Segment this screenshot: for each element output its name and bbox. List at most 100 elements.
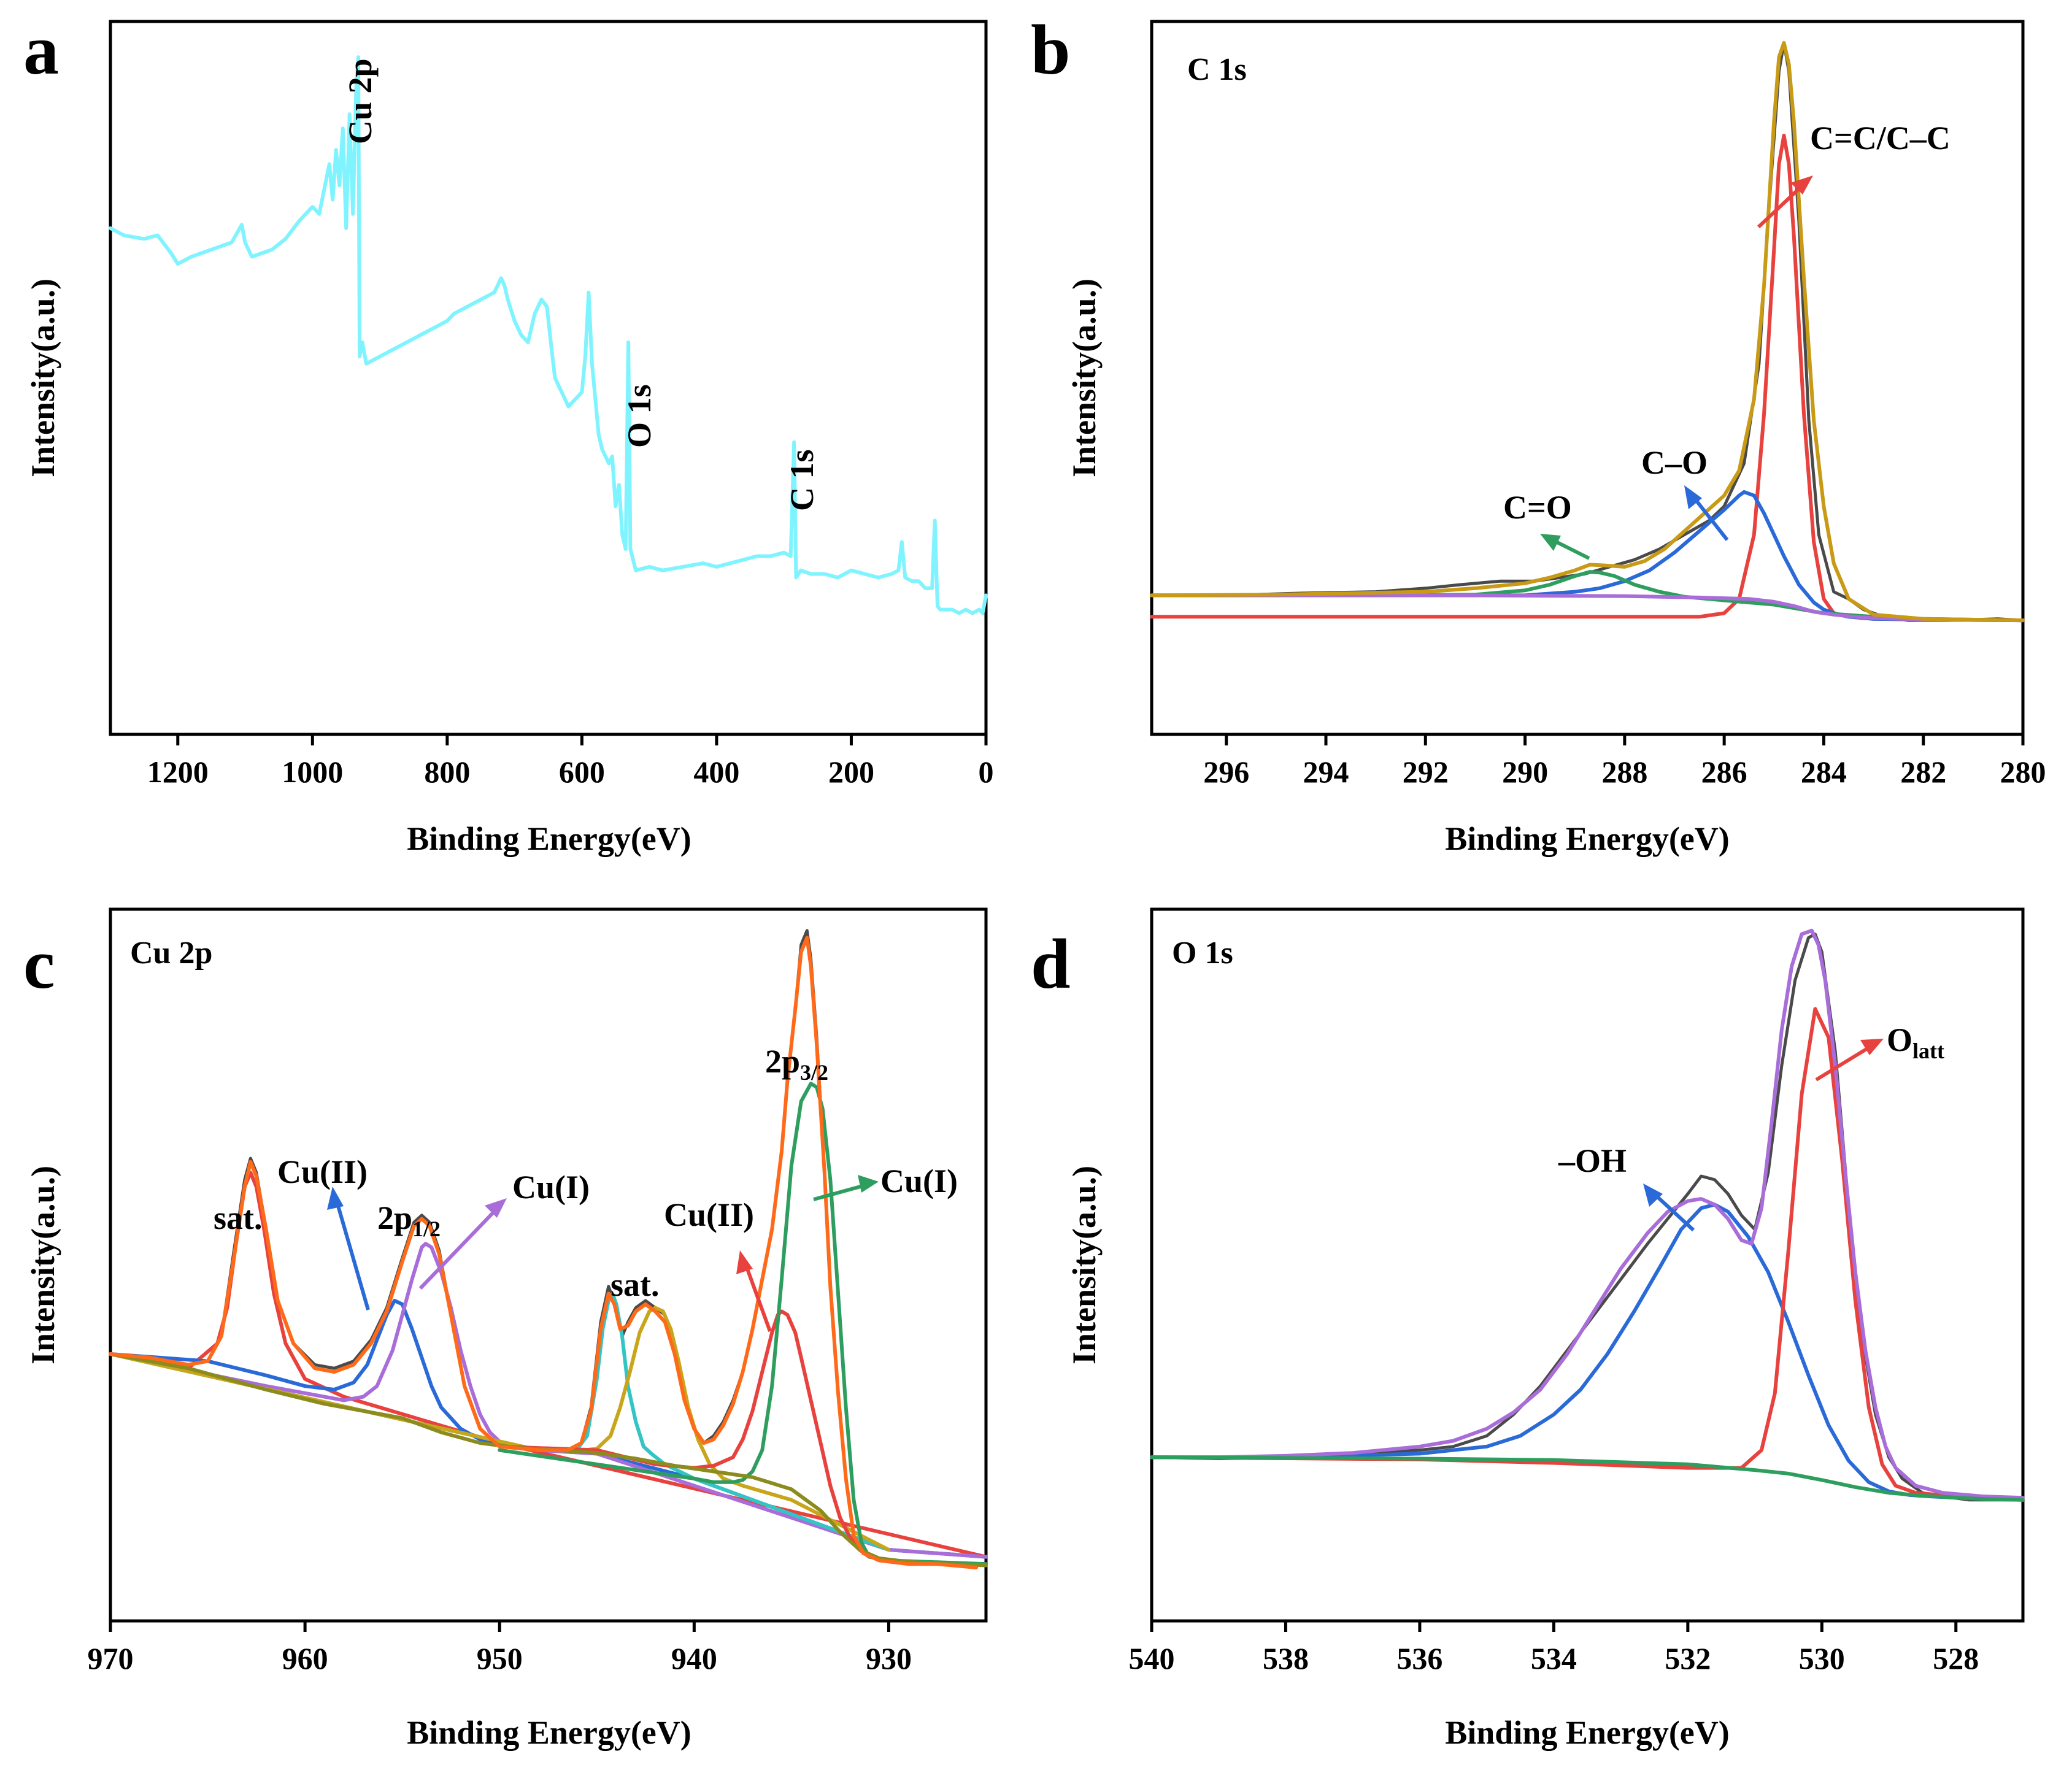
panel-b-x-tick-label: 294 xyxy=(1303,755,1349,789)
panel-b-series-c-c-c-c xyxy=(1150,133,2025,623)
panel-d-letter: d xyxy=(1031,925,1071,1004)
arrow-c-cu1-2p32-head xyxy=(858,1175,879,1193)
panel-b-label-cc: C=C/C–C xyxy=(1810,120,1951,156)
panel-b-x-tick-label: 292 xyxy=(1403,755,1449,789)
panel-c-series-sat-942 xyxy=(109,1306,891,1552)
panel-c-x-axis-title: Binding Energy(eV) xyxy=(407,1714,691,1751)
panel-c-series-envelope xyxy=(109,936,979,1569)
panel-a-label-o1s: O 1s xyxy=(621,384,658,448)
panel-b-y-axis-title: Intensity(a.u.) xyxy=(1066,279,1103,477)
arrow-b-co-head xyxy=(1684,485,1702,509)
panel-a-x-tick-label: 600 xyxy=(559,755,605,789)
panel-b-letter: b xyxy=(1031,11,1071,90)
panel-b-series xyxy=(1150,40,2025,623)
panel-d-label-oh: –OH xyxy=(1558,1142,1627,1179)
arrow-c-cu1-2p12-head xyxy=(485,1198,507,1218)
panel-b-x-tick-label: 290 xyxy=(1502,755,1548,789)
panel-d-x-ticks: 540 538 536 534 532 530 528 xyxy=(1129,1621,1979,1676)
panel-c-series-cu-ii-2p3-2 xyxy=(498,1309,988,1566)
panel-d: d 540 538 536 534 532 530 528 O 1s Olatt –OH B… xyxy=(1031,907,2025,1751)
panel-a-x-tick-label: 0 xyxy=(979,755,994,789)
arrow-c-cu2-2p12-head xyxy=(327,1187,344,1210)
panel-c-label-cu2-2p32: Cu(II) xyxy=(664,1196,754,1233)
arrow-b-cc-head xyxy=(1790,175,1813,194)
panel-a-x-tick-label: 1000 xyxy=(282,755,343,789)
panel-d-x-tick-label: 538 xyxy=(1263,1641,1309,1676)
panel-d-x-tick-label: 532 xyxy=(1665,1641,1711,1676)
panel-b-plot-frame xyxy=(1150,20,2025,736)
panel-c-x-tick-label: 970 xyxy=(88,1641,134,1676)
panel-c-series-cu-ii-2p1-2 xyxy=(109,1299,988,1559)
panel-c-x-tick-label: 960 xyxy=(282,1641,328,1676)
arrow-b-co xyxy=(1692,496,1729,541)
panel-a-x-axis-title: Binding Energy(eV) xyxy=(407,820,691,857)
panel-a-plot-frame xyxy=(109,20,988,736)
panel-d-y-axis-title: Intensity(a.u.) xyxy=(1066,1166,1103,1364)
arrow-d-olatt xyxy=(1815,1044,1873,1082)
arrow-d-oh-head xyxy=(1643,1183,1663,1207)
panel-b-label-c-double-o: C=O xyxy=(1503,489,1572,526)
panel-b-series-background xyxy=(1150,593,2025,623)
panel-a-x-tick-label: 1200 xyxy=(147,755,209,789)
panel-a-x-tick-label: 400 xyxy=(693,755,739,789)
panel-c: c 970 960 950 940 930 Cu 2p sat. Cu(II) 2p1/… xyxy=(23,907,988,1751)
panel-b-x-tick-label: 296 xyxy=(1203,755,1249,789)
panel-d-series-raw xyxy=(1150,933,2025,1502)
panel-a-label-cu2p: Cu 2p xyxy=(342,58,379,144)
arrow-c-cu2-2p32-head xyxy=(736,1250,753,1274)
panel-b-x-tick-label: 282 xyxy=(1900,755,1946,789)
panel-b-series-envelope xyxy=(1150,40,2025,623)
panel-a: a 1200 1000 800 600 400 200 0 Cu 2p O 1s C 1s … xyxy=(23,11,994,857)
panel-d-x-tick-label: 536 xyxy=(1396,1641,1442,1676)
panel-d-x-tick-label: 540 xyxy=(1129,1641,1175,1676)
panel-c-x-tick-label: 940 xyxy=(671,1641,717,1676)
panel-b-x-tick-label: 284 xyxy=(1801,755,1847,789)
annotation-arrows xyxy=(327,175,1884,1333)
panel-b-x-tick-label: 286 xyxy=(1701,755,1747,789)
panel-d-x-tick-label: 534 xyxy=(1531,1641,1577,1676)
panel-a-x-tick-label: 200 xyxy=(828,755,874,789)
panel-c-series xyxy=(109,929,988,1569)
arrow-d-oh xyxy=(1652,1191,1695,1232)
panel-a-x-ticks: 1200 1000 800 600 400 200 0 xyxy=(147,734,994,789)
arrow-c-cu1-2p32 xyxy=(813,1183,866,1201)
arrow-b-c-double-o-head xyxy=(1540,534,1561,551)
panel-d-plot-frame xyxy=(1150,907,2025,1623)
panel-c-label-sat-2: sat. xyxy=(610,1266,660,1303)
panel-c-label-cu1-2p32: Cu(I) xyxy=(880,1163,958,1199)
panel-c-label-cu1-2p12: Cu(I) xyxy=(512,1169,590,1206)
panel-c-plot-frame xyxy=(109,907,988,1623)
panel-a-letter: a xyxy=(23,11,59,90)
panel-c-y-axis-title: Intensity(a.u.) xyxy=(25,1166,61,1364)
panel-d-label-olatt-main: O xyxy=(1887,1022,1912,1058)
arrow-c-cu1-2p12 xyxy=(418,1207,499,1290)
panel-d-title: O 1s xyxy=(1172,936,1233,971)
panel-a-y-axis-title: Intensity(a.u.) xyxy=(25,279,61,477)
panel-b-x-tick-label: 288 xyxy=(1601,755,1647,789)
panel-b-x-ticks: 296 294 292 290 288 286 284 282 280 xyxy=(1203,734,2046,789)
panel-c-x-ticks: 970 960 950 940 930 xyxy=(88,1621,912,1676)
panel-d-x-axis-title: Binding Energy(eV) xyxy=(1445,1714,1730,1751)
panel-d-series xyxy=(1150,928,2025,1502)
panel-c-letter: c xyxy=(23,925,55,1004)
panel-c-series-cu-i-2p3-2 xyxy=(498,1082,988,1566)
panel-c-x-tick-label: 930 xyxy=(866,1641,912,1676)
panel-c-label-cu2-2p12: Cu(II) xyxy=(277,1153,368,1190)
arrow-b-c-double-o xyxy=(1551,538,1590,560)
panel-d-series-envelope xyxy=(1150,928,2025,1500)
arrow-c-cu2-2p12 xyxy=(334,1199,370,1310)
panel-c-title: Cu 2p xyxy=(130,936,212,971)
panel-d-series-background xyxy=(1150,1455,2025,1502)
arrow-b-cc xyxy=(1757,183,1804,229)
panel-c-label-2p12: 2p1/2 xyxy=(377,1199,441,1241)
panel-d-series-o-latt xyxy=(1150,1007,2025,1502)
panel-a-label-c1s: C 1s xyxy=(784,449,820,511)
panel-d-x-tick-label: 530 xyxy=(1799,1641,1845,1676)
panel-b-x-tick-label: 280 xyxy=(2000,755,2046,789)
panel-a-x-tick-label: 800 xyxy=(424,755,470,789)
panel-c-label-sat-1: sat. xyxy=(214,1199,263,1236)
panel-b-label-co: C–O xyxy=(1641,444,1708,481)
panel-c-x-tick-label: 950 xyxy=(477,1641,523,1676)
panel-d-label-olatt-sub: latt xyxy=(1912,1039,1944,1063)
